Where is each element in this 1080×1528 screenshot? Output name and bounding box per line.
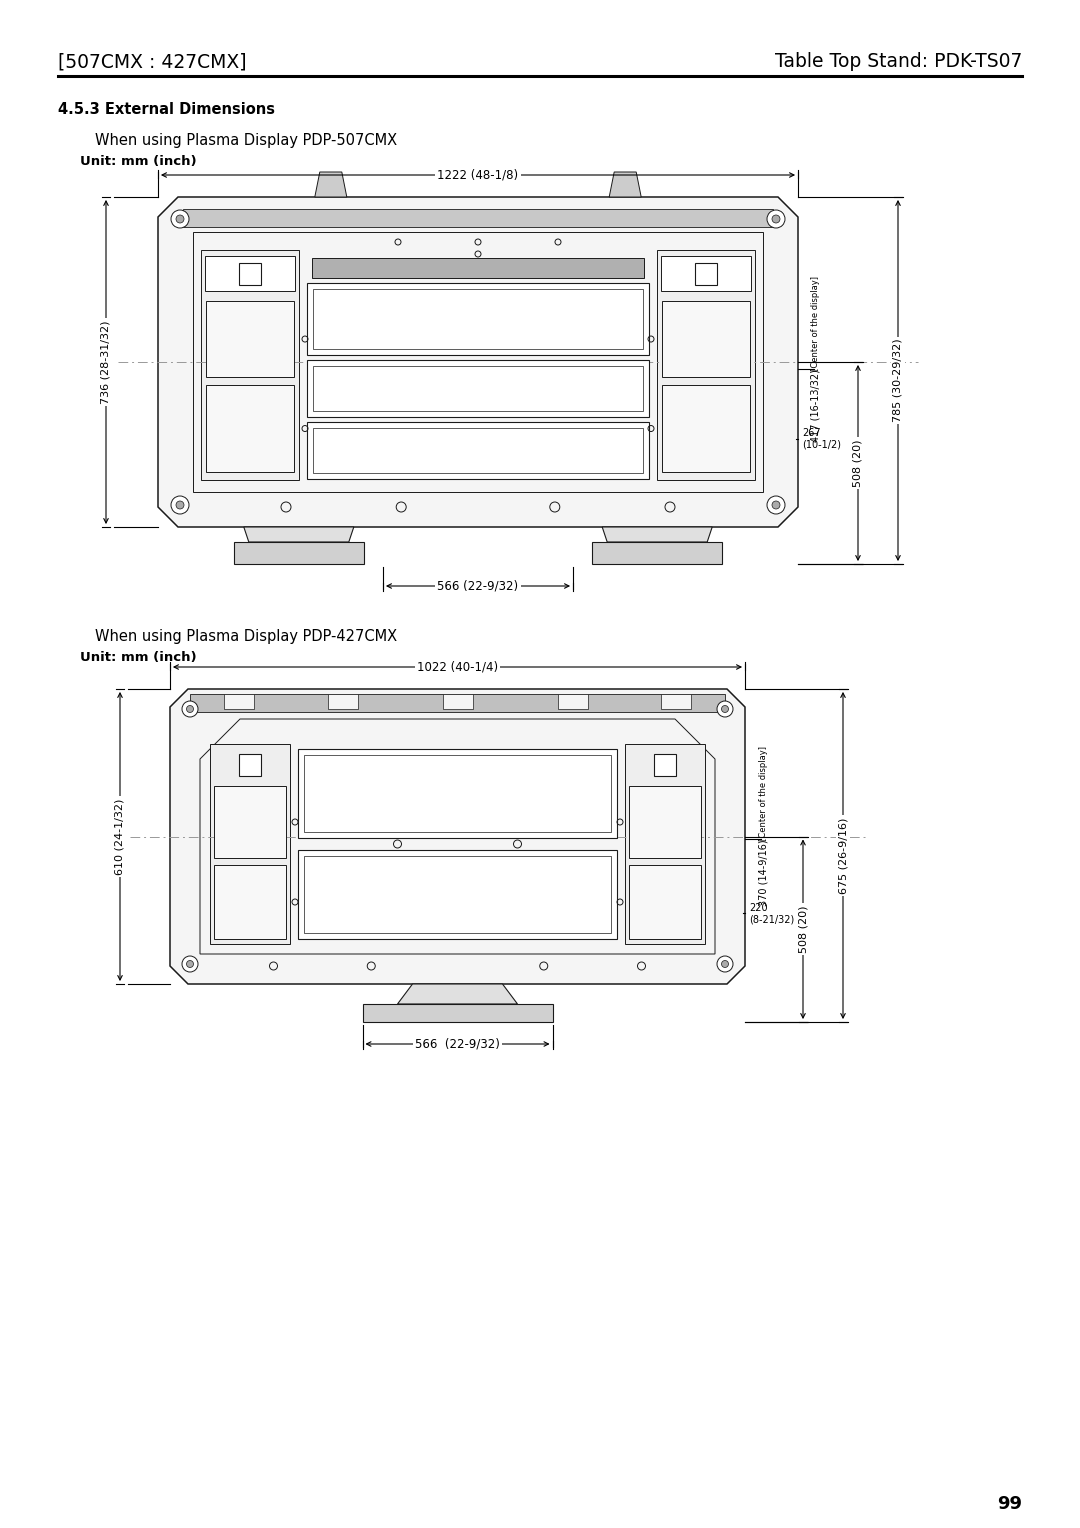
Bar (592, 542, 723, 564)
Bar (183, 209, 773, 228)
Bar (214, 865, 286, 940)
Circle shape (772, 501, 780, 509)
Circle shape (717, 701, 733, 717)
Text: Unit: mm (inch): Unit: mm (inch) (80, 154, 197, 168)
Text: [507CMX : 427CMX]: [507CMX : 427CMX] (58, 52, 246, 70)
Polygon shape (609, 173, 642, 197)
Circle shape (183, 957, 198, 972)
Text: When using Plasma Display PDP-427CMX: When using Plasma Display PDP-427CMX (95, 630, 397, 643)
Text: 508 (20): 508 (20) (798, 906, 808, 953)
Bar (313, 367, 643, 411)
Text: 566 (22-9/32): 566 (22-9/32) (437, 579, 518, 593)
Bar (557, 694, 588, 709)
Text: Unit: mm (inch): Unit: mm (inch) (80, 651, 197, 665)
Circle shape (183, 701, 198, 717)
Bar (661, 257, 751, 290)
Bar (239, 753, 261, 776)
Bar (224, 694, 254, 709)
Circle shape (767, 497, 785, 513)
Circle shape (171, 497, 189, 513)
Circle shape (176, 501, 184, 509)
Bar (312, 258, 644, 278)
Polygon shape (244, 527, 354, 542)
Bar (233, 542, 364, 564)
Circle shape (187, 961, 193, 967)
Polygon shape (158, 197, 798, 527)
Bar (327, 694, 357, 709)
Circle shape (717, 957, 733, 972)
Text: [Center of the display]: [Center of the display] (758, 747, 768, 842)
Text: 1022 (40-1/4): 1022 (40-1/4) (417, 660, 498, 674)
Bar (662, 385, 750, 472)
Circle shape (767, 209, 785, 228)
Bar (298, 850, 617, 940)
Polygon shape (603, 527, 712, 542)
Bar (629, 865, 701, 940)
Bar (190, 694, 725, 712)
Bar (210, 744, 291, 944)
Circle shape (171, 209, 189, 228)
Polygon shape (314, 173, 347, 197)
Bar (205, 257, 295, 290)
Circle shape (176, 215, 184, 223)
Text: 4.5.3 External Dimensions: 4.5.3 External Dimensions (58, 102, 275, 118)
Bar (313, 289, 643, 350)
Circle shape (772, 215, 780, 223)
Text: When using Plasma Display PDP-507CMX: When using Plasma Display PDP-507CMX (95, 133, 397, 148)
Text: 220
(8-21/32): 220 (8-21/32) (750, 903, 794, 924)
Bar (239, 263, 261, 284)
Text: 566  (22-9/32): 566 (22-9/32) (415, 1038, 500, 1051)
Bar (307, 361, 649, 417)
Bar (313, 428, 643, 474)
Text: 370 (14-9/16): 370 (14-9/16) (758, 839, 768, 906)
Circle shape (721, 961, 729, 967)
Text: 610 (24-1/32): 610 (24-1/32) (114, 798, 125, 874)
Bar (443, 694, 473, 709)
Text: 736 (28-31/32): 736 (28-31/32) (102, 321, 111, 403)
Polygon shape (397, 984, 517, 1004)
Bar (662, 301, 750, 377)
Bar (206, 385, 294, 472)
Text: 417 (16-13/32): 417 (16-13/32) (811, 370, 821, 442)
Bar (661, 694, 691, 709)
Bar (193, 232, 762, 492)
Bar (206, 301, 294, 377)
Text: 1222 (48-1/8): 1222 (48-1/8) (437, 168, 518, 182)
Bar (657, 251, 755, 480)
Bar (625, 744, 705, 944)
Bar (629, 785, 701, 859)
Text: [Center of the display]: [Center of the display] (811, 277, 821, 371)
Bar (696, 263, 717, 284)
Bar (214, 785, 286, 859)
Bar (201, 251, 299, 480)
Circle shape (187, 706, 193, 712)
Text: 508 (20): 508 (20) (853, 439, 863, 487)
Bar (303, 755, 611, 833)
Circle shape (721, 706, 729, 712)
Bar (307, 422, 649, 480)
Bar (298, 749, 617, 839)
Text: 785 (30-29/32): 785 (30-29/32) (893, 339, 903, 422)
Bar (307, 283, 649, 354)
Text: 675 (26-9/16): 675 (26-9/16) (838, 817, 848, 894)
Text: Table Top Stand: PDK-TS07: Table Top Stand: PDK-TS07 (774, 52, 1022, 70)
Text: 267
(10-1/2): 267 (10-1/2) (802, 428, 841, 449)
Bar (303, 856, 611, 934)
Bar (363, 1004, 553, 1022)
Text: 99: 99 (997, 1494, 1022, 1513)
Polygon shape (170, 689, 745, 984)
Bar (654, 753, 676, 776)
